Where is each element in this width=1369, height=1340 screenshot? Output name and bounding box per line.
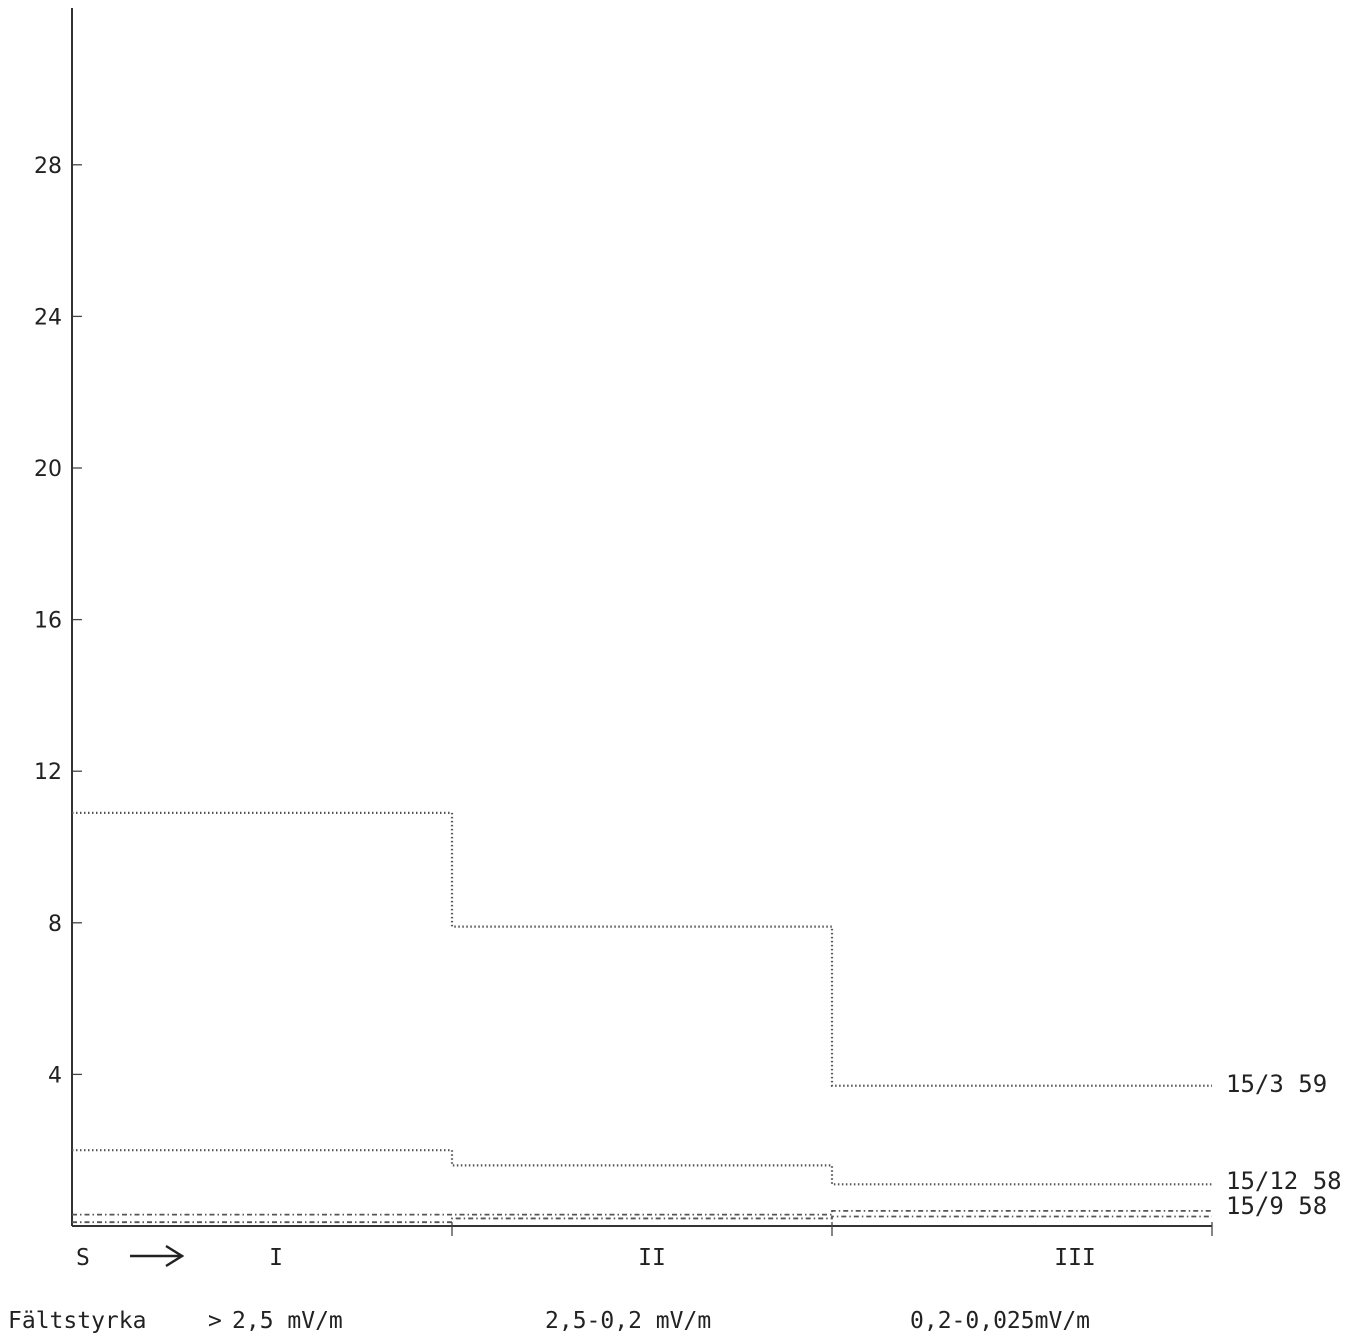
- arrow-right-icon: [130, 1244, 185, 1268]
- y-tick-label: 24: [34, 305, 62, 330]
- series-label: 15/9 58: [1226, 1192, 1327, 1220]
- series-line: [72, 1149, 1212, 1186]
- start-label: S: [76, 1245, 90, 1271]
- y-tick-label: 28: [34, 154, 62, 179]
- series-line: [72, 1209, 1212, 1216]
- series-label: 15/3 59: [1226, 1070, 1327, 1098]
- zone-label: III: [1054, 1245, 1096, 1271]
- zone-range-labels: 2,5 mV/m 2,5-0,2 mV/m 0,2-0,025mV/m: [232, 1308, 1090, 1334]
- zone-range-label: 2,5 mV/m: [232, 1308, 343, 1334]
- zone-boundaries: [451, 1222, 1213, 1236]
- zone-range-label: 2,5-0,2 mV/m: [545, 1308, 711, 1334]
- y-tick-label: 8: [48, 912, 62, 937]
- y-tick-label: 20: [34, 457, 62, 482]
- zone-labels: I II III: [269, 1245, 1096, 1271]
- greater-than-icon: >: [208, 1308, 222, 1334]
- y-tick-label: 12: [34, 760, 62, 785]
- y-tick-label: 16: [34, 609, 62, 634]
- y-axis-ticks: 4 8 12 16 20 24 28: [34, 154, 82, 1088]
- zone-range-label: 0,2-0,025mV/m: [910, 1308, 1090, 1334]
- series-line: [72, 811, 1212, 1087]
- y-tick-label: 4: [48, 1063, 62, 1088]
- series-label: 15/12 58: [1226, 1167, 1342, 1195]
- series-line: [72, 1215, 1212, 1224]
- zone-label: I: [269, 1245, 283, 1271]
- field-strength-label: Fältstyrka: [8, 1308, 146, 1334]
- zone-label: II: [638, 1245, 666, 1271]
